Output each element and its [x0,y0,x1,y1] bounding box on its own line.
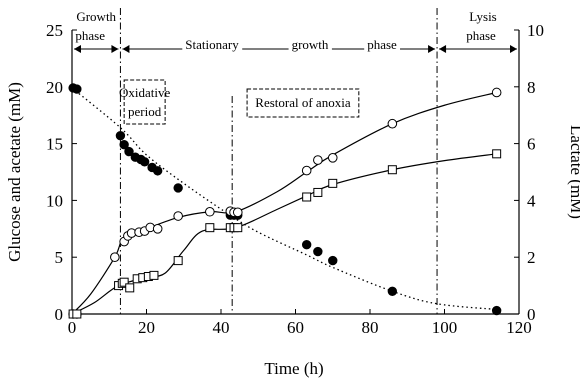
glucose-point [152,166,163,176]
lactate-point [327,153,338,163]
phase-label-backing [288,37,332,52]
acetate-point [173,256,183,266]
y-left-tick-label: 10 [46,191,63,210]
axis-labels: Time (h) Glucose and acetate (mM) Lactat… [5,82,580,378]
period-box [123,79,166,125]
phase-label: phase [466,28,496,43]
phase-arrow-head-left [74,45,81,53]
acetate-point [233,223,243,233]
phase-label: phase [367,37,397,52]
glucose-point [139,157,150,167]
phase-label: phase [75,28,105,43]
period-box [246,88,360,118]
y-axis-left-title: Glucose and acetate (mM) [5,82,24,262]
acetate-point [328,178,338,188]
lactate-point [110,252,120,263]
lactate-point [205,206,215,217]
glucose-point [173,183,183,193]
lactate-point [313,155,323,165]
phase-arrow-head-right [428,45,436,53]
lactate-point [152,224,163,234]
phase-arrow-head-left [122,45,130,53]
x-tick-label: 40 [213,318,230,337]
x-tick-label: 60 [287,318,304,337]
phase-label: Stationary [185,37,239,52]
acetate-point [119,277,129,287]
phase-annotations: Growth phase Stationary growth phase Lysis pha… [74,9,517,53]
x-tick-label: 100 [432,318,458,337]
glucose-point [491,305,502,316]
glucose-point [313,246,323,257]
y-axis-right-title: Lactate (mM) [567,125,580,219]
lactate-point [387,118,398,129]
lactate-point [173,211,183,221]
period-boxes: Oxidative period Restoral of anoxia [119,79,360,125]
y-right-tick-label: 2 [527,248,536,267]
phase-label: Lysis [469,9,496,24]
x-tick-label: 120 [506,318,532,337]
phase-dividers [119,8,438,314]
lactate-point [301,165,312,176]
y-right-tick-label: 4 [527,191,536,210]
acetate-point [72,309,82,319]
lactate-point [491,87,502,98]
glucose-point [301,240,312,250]
phase-label: growth [292,37,329,52]
y-left-tick-label: 20 [46,78,63,97]
glucose-point [124,146,134,157]
y-left-tick-label: 25 [46,21,63,40]
acetate-point [302,192,312,202]
acetate-point [492,149,502,159]
data-points [68,83,502,319]
phase-label-backing [364,37,401,52]
y-right-tick-label: 8 [527,78,536,97]
glucose-point [72,84,82,94]
y-left-tick-label: 0 [55,305,64,324]
acetate-point [149,270,159,280]
x-tick-label: 0 [68,318,77,337]
glucose-point [115,130,126,141]
x-axis-title: Time (h) [264,359,323,378]
y-right-tick-label: 6 [527,135,536,154]
y-right-tick-label: 10 [527,21,544,40]
acetate-point [387,165,397,175]
glucose-point [387,286,398,296]
phase-label-backing [182,37,243,52]
glucose-point [119,140,129,150]
acetate-point [125,283,135,293]
period-box-label: period [128,104,162,119]
y-right-tick-label: 0 [527,305,536,324]
acetate-point [205,223,215,233]
y-left-tick-label: 15 [46,135,63,154]
phase-arrow-head-left [439,45,447,53]
phase-arrow-head-right [510,45,517,53]
y-left-tick-label: 5 [55,248,64,267]
period-box-label: Restoral of anoxia [255,95,351,110]
x-tick-label: 20 [138,318,155,337]
x-tick-label: 80 [362,318,379,337]
phase-arrow-head-right [111,45,119,53]
phase-label: Growth [76,9,116,24]
lactate-point [232,207,243,218]
acetate-point [313,187,323,197]
period-box-label: Oxidative [119,85,170,100]
series-0-curve [71,87,497,311]
glucose-point [328,255,338,266]
